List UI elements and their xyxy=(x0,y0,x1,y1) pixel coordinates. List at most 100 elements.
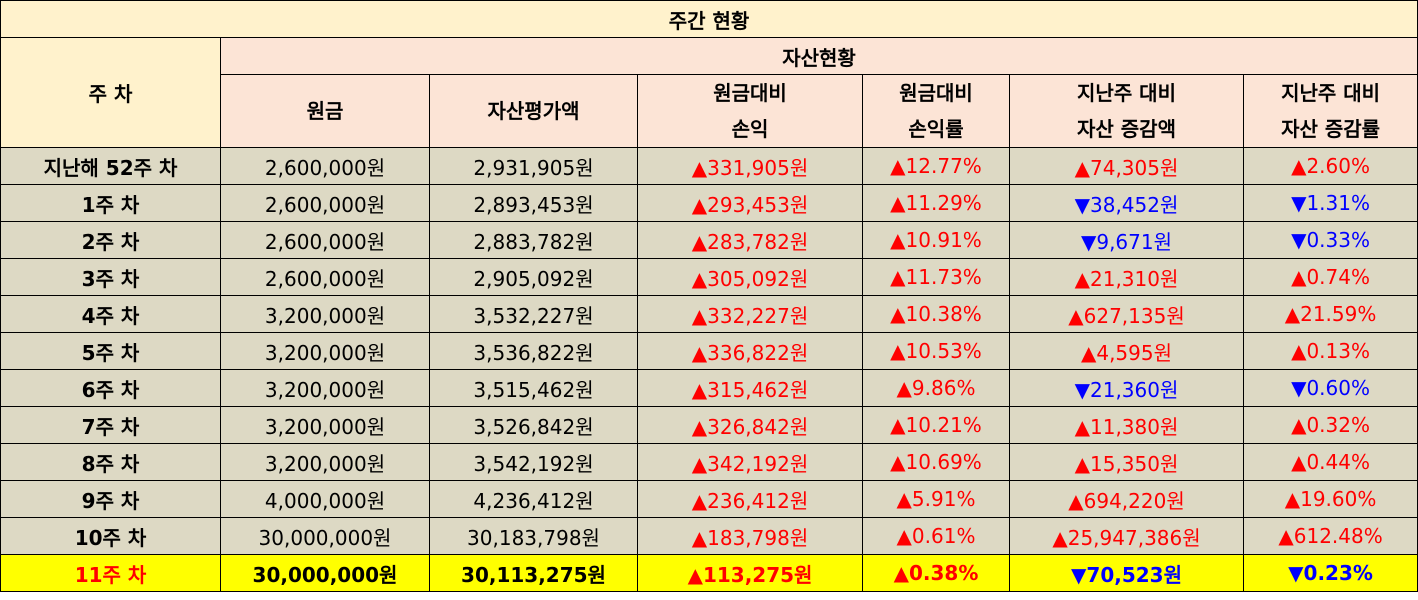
weekly-change-cell: ▲15,350원 xyxy=(1009,443,1244,481)
principal-cell: 2,600,000원 xyxy=(220,184,430,222)
principal-cell: 3,200,000원 xyxy=(220,369,430,407)
table-row: 5주 차 3,200,000원 3,536,822원 ▲336,822원 ▲10.53%… xyxy=(0,332,1418,370)
weekly-change-rate-cell: ▲2.60% xyxy=(1242,147,1418,185)
principal-cell: 30,000,000원 xyxy=(220,517,430,555)
profit-loss-rate-cell: ▲10.38% xyxy=(862,295,1010,333)
principal-cell: 2,600,000원 xyxy=(220,147,430,185)
profit-loss-cell: ▲113,275원 xyxy=(637,554,863,592)
principal-cell: 2,600,000원 xyxy=(220,258,430,296)
profit-loss-rate-cell: ▲11.73% xyxy=(862,258,1010,296)
week-cell: 4주 차 xyxy=(0,295,221,333)
weekly-change-rate-cell: ▼0.60% xyxy=(1242,369,1418,407)
week-cell: 9주 차 xyxy=(0,480,221,518)
asset-value-cell: 4,236,412원 xyxy=(429,480,638,518)
principal-cell: 3,200,000원 xyxy=(220,443,430,481)
asset-value-cell: 3,526,842원 xyxy=(429,406,638,444)
weekly-change-rate-cell: ▲19.60% xyxy=(1242,480,1418,518)
asset-value-cell: 3,536,822원 xyxy=(429,332,638,370)
asset-value-cell: 30,113,275원 xyxy=(429,554,638,592)
week-cell: 1주 차 xyxy=(0,184,221,222)
weekly-change-rate-cell: ▼1.31% xyxy=(1242,184,1418,222)
asset-value-cell: 3,532,227원 xyxy=(429,295,638,333)
weekly-change-cell: ▲21,310원 xyxy=(1009,258,1244,296)
profit-loss-cell: ▲315,462원 xyxy=(637,369,863,407)
week-column-header: 주 차 xyxy=(0,37,221,148)
weekly-change-cell: ▲627,135원 xyxy=(1009,295,1244,333)
profit-loss-rate-cell: ▲9.86% xyxy=(862,369,1010,407)
weekly-change-rate-cell: ▲0.44% xyxy=(1242,443,1418,481)
profit-loss-rate-cell: ▲10.69% xyxy=(862,443,1010,481)
weekly-change-rate-cell: ▲612.48% xyxy=(1242,517,1418,555)
table-row: 9주 차 4,000,000원 4,236,412원 ▲236,412원 ▲5.91% ▲… xyxy=(0,480,1418,518)
asset-value-cell: 2,905,092원 xyxy=(429,258,638,296)
profit-loss-rate-cell: ▲10.91% xyxy=(862,221,1010,259)
weekly-change-rate-cell: ▼0.23% xyxy=(1242,554,1418,592)
asset-value-cell: 3,515,462원 xyxy=(429,369,638,407)
profit-loss-cell: ▲342,192원 xyxy=(637,443,863,481)
week-cell: 8주 차 xyxy=(0,443,221,481)
asset-value-cell: 2,931,905원 xyxy=(429,147,638,185)
weekly-change-cell: ▲4,595원 xyxy=(1009,332,1244,370)
principal-cell: 30,000,000원 xyxy=(220,554,430,592)
profit-loss-cell: ▲326,842원 xyxy=(637,406,863,444)
profit-loss-cell: ▲236,412원 xyxy=(637,480,863,518)
principal-cell: 3,200,000원 xyxy=(220,406,430,444)
principal-cell: 3,200,000원 xyxy=(220,295,430,333)
asset-value-cell: 30,183,798원 xyxy=(429,517,638,555)
profit-loss-rate-cell: ▲0.38% xyxy=(862,554,1010,592)
header-line: 자산 증감액 xyxy=(1077,117,1176,141)
principal-cell: 3,200,000원 xyxy=(220,332,430,370)
profit-loss-cell: ▲336,822원 xyxy=(637,332,863,370)
table-row: 1주 차 2,600,000원 2,893,453원 ▲293,453원 ▲11.29%… xyxy=(0,184,1418,222)
week-cell: 5주 차 xyxy=(0,332,221,370)
profit-loss-cell: ▲293,453원 xyxy=(637,184,863,222)
principal-header: 원금 xyxy=(220,74,430,148)
week-cell: 10주 차 xyxy=(0,517,221,555)
asset-value-header: 자산평가액 xyxy=(429,74,638,148)
profit-loss-rate-cell: ▲11.29% xyxy=(862,184,1010,222)
profit-loss-rate-cell: ▲0.61% xyxy=(862,517,1010,555)
table-row: 10주 차 30,000,000원 30,183,798원 ▲183,798원 ▲0.6… xyxy=(0,517,1418,555)
weekly-change-rate-cell: ▼0.33% xyxy=(1242,221,1418,259)
table-row: 11주 차 30,000,000원 30,113,275원 ▲113,275원 ▲0.3… xyxy=(0,554,1418,592)
profit-loss-cell: ▲183,798원 xyxy=(637,517,863,555)
profit-loss-cell: ▲331,905원 xyxy=(637,147,863,185)
header-line: 자산 증감률 xyxy=(1281,117,1381,141)
table-row: 지난해 52주 차 2,600,000원 2,931,905원 ▲331,905원 ▲1… xyxy=(0,147,1418,185)
header-line: 지난주 대비 xyxy=(1281,81,1381,105)
weekly-change-rate-cell: ▲0.13% xyxy=(1242,332,1418,370)
principal-cell: 2,600,000원 xyxy=(220,221,430,259)
principal-cell: 4,000,000원 xyxy=(220,480,430,518)
header-line: 손익 xyxy=(731,117,769,141)
table-row: 7주 차 3,200,000원 3,526,842원 ▲326,842원 ▲10.21%… xyxy=(0,406,1418,444)
week-cell: 3주 차 xyxy=(0,258,221,296)
header-line: 원금 xyxy=(306,99,344,123)
profit-loss-cell: ▲283,782원 xyxy=(637,221,863,259)
header-line: 지난주 대비 xyxy=(1077,81,1176,105)
week-cell: 6주 차 xyxy=(0,369,221,407)
header-line: 원금대비 xyxy=(713,81,787,105)
profit-loss-rate-cell: ▲12.77% xyxy=(862,147,1010,185)
table-row: 8주 차 3,200,000원 3,542,192원 ▲342,192원 ▲10.69%… xyxy=(0,443,1418,481)
profit-loss-rate-cell: ▲10.53% xyxy=(862,332,1010,370)
week-cell: 2주 차 xyxy=(0,221,221,259)
asset-value-cell: 2,893,453원 xyxy=(429,184,638,222)
header-line: 손익률 xyxy=(908,117,964,141)
weekly-change-cell: ▼9,671원 xyxy=(1009,221,1244,259)
table-row: 2주 차 2,600,000원 2,883,782원 ▲283,782원 ▲10.91%… xyxy=(0,221,1418,259)
asset-status-header: 자산현황 xyxy=(219,37,1418,75)
weekly-change-cell: ▼38,452원 xyxy=(1009,184,1244,222)
header-line: 원금대비 xyxy=(899,81,973,105)
weekly-change-cell: ▲25,947,386원 xyxy=(1009,517,1244,555)
weekly-change-cell: ▼70,523원 xyxy=(1009,554,1244,592)
weekly-change-cell: ▲74,305원 xyxy=(1009,147,1244,185)
profit-loss-rate-cell: ▲10.21% xyxy=(862,406,1010,444)
week-cell: 지난해 52주 차 xyxy=(0,147,221,185)
weekly-change-cell: ▲694,220원 xyxy=(1009,480,1244,518)
profit-loss-rate-cell: ▲5.91% xyxy=(862,480,1010,518)
